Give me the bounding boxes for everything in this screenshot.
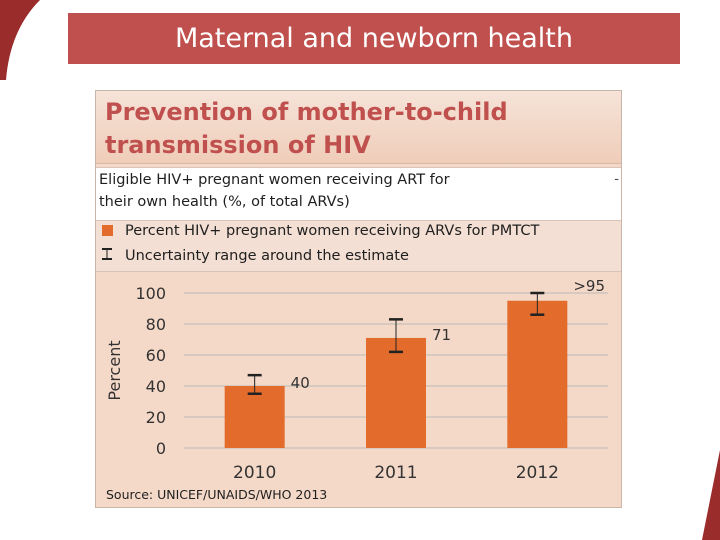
subheading-line1: Eligible HIV+ pregnant women receiving A… [99,172,450,188]
slide-title: Maternal and newborn health [68,13,680,64]
legend-bar-swatch-icon [102,225,113,236]
y-tick-label: 20 [146,408,166,427]
bar [366,337,426,448]
figure-panel: Prevention of mother-to-child transmissi… [95,90,622,508]
source-note: Source: UNICEF/UNAIDS/WHO 2013 [106,487,328,502]
figure-heading-line1: Prevention of mother-to-child [105,98,508,126]
x-tick-label: 2012 [516,463,559,483]
figure-heading-line2: transmission of HIV [105,131,371,159]
bar [224,386,285,448]
legend-uncertainty-whisker-icon [102,248,112,260]
data-label: 40 [291,374,310,392]
y-tick-label: 60 [146,346,166,365]
y-tick-label: 0 [156,439,166,458]
data-label: 71 [432,326,451,344]
chart-legend: Percent HIV+ pregnant women receiving AR… [96,221,621,272]
slide-corner-decoration-top-left [0,0,40,80]
x-tick-label: 2011 [374,463,417,483]
slide-corner-decoration-bottom-right [702,450,720,540]
figure-heading: Prevention of mother-to-child transmissi… [96,91,621,164]
y-tick-label: 100 [135,284,166,303]
y-tick-label: 80 [146,315,166,334]
subheading-line2: their own health (%, of total ARVs) [99,194,350,210]
legend-entry-uncertainty: Uncertainty range around the estimate [125,248,409,264]
legend-entry-bars: Percent HIV+ pregnant women receiving AR… [125,223,540,239]
y-tick-label: 40 [146,377,166,396]
x-tick-label: 2010 [233,463,276,483]
bar-chart: 0 20 40 60 80 100 Percent 40 2010 71 2011 >95 2012 [105,277,608,483]
y-axis-label: Percent [105,340,124,400]
data-label: >95 [573,277,605,295]
figure-subheading: Eligible HIV+ pregnant women receiving A… [96,167,621,221]
bar [507,300,568,448]
subheading-marker: - [614,172,619,187]
